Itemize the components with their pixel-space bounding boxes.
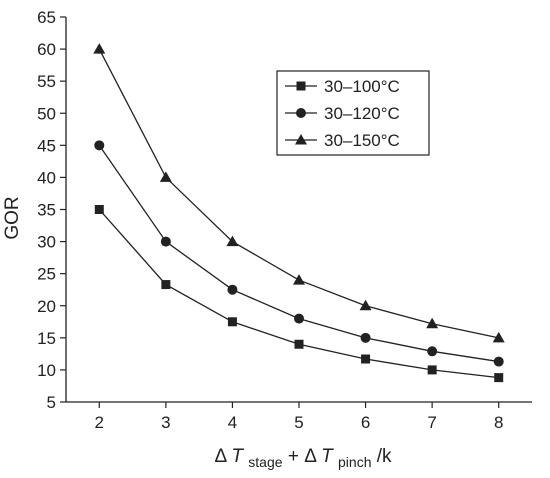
data-point-triangle-3: [159, 171, 172, 182]
data-point-circle-4: [227, 284, 238, 295]
legend-label-triangle: 30–150°C: [324, 131, 400, 150]
x-tick-label-3: 3: [161, 413, 170, 432]
data-point-circle-2: [94, 140, 105, 151]
x-tick-label-6: 6: [361, 413, 370, 432]
x-axis-title-var2: T: [321, 446, 334, 467]
data-point-triangle-6: [359, 299, 372, 311]
y-tick-label-40: 40: [37, 168, 56, 187]
y-tick-label-5: 5: [47, 393, 56, 412]
data-point-square-3: [161, 280, 171, 290]
y-tick-label-65: 65: [37, 8, 56, 27]
x-axis-title-plus: +: [288, 446, 304, 467]
y-tick-label-10: 10: [37, 361, 56, 380]
legend-label-square: 30–100°C: [324, 77, 400, 96]
legend-marker-circle: [296, 108, 306, 118]
series-triangle: [93, 43, 505, 343]
x-axis-title-sub2: pinch: [338, 454, 371, 470]
y-tick-label-25: 25: [37, 265, 56, 284]
y-tick-label-30: 30: [37, 233, 56, 252]
y-axis-title: GOR: [2, 196, 23, 239]
y-ticks: 5 10 15 20 25 30 35 40 45 50 55 60 65: [37, 8, 66, 412]
legend: 30–100°C 30–120°C 30–150°C: [276, 70, 430, 156]
x-axis-title-delta1: Δ: [214, 446, 227, 467]
data-point-square-6: [361, 354, 371, 364]
data-point-square-8: [494, 373, 504, 383]
legend-marker-triangle: [295, 134, 307, 145]
data-point-triangle-5: [293, 274, 305, 285]
data-point-square-5: [294, 339, 304, 349]
data-point-triangle-4: [226, 235, 239, 247]
data-point-circle-5: [294, 313, 304, 324]
data-point-circle-8: [493, 356, 504, 367]
y-tick-label-15: 15: [37, 329, 56, 348]
y-tick-label-45: 45: [37, 136, 56, 155]
data-point-circle-6: [360, 332, 371, 343]
series-square: [94, 205, 504, 383]
x-axis-title-var1: T: [231, 446, 244, 467]
data-point-triangle-7: [426, 317, 439, 329]
y-tick-label-50: 50: [37, 104, 56, 123]
x-tick-label-5: 5: [294, 413, 303, 432]
series-line-circle: [98, 144, 499, 363]
data-point-square-7: [427, 365, 437, 375]
series-group: [93, 43, 505, 383]
y-tick-label-60: 60: [37, 40, 56, 59]
y-tick-label-20: 20: [37, 297, 56, 316]
x-tick-label-8: 8: [494, 413, 503, 432]
y-tick-label-35: 35: [37, 201, 56, 220]
x-tick-label-4: 4: [228, 413, 237, 432]
x-tick-label-2: 2: [95, 413, 104, 432]
x-axis-title-delta2: Δ: [304, 446, 317, 467]
legend-marker-square: [296, 81, 306, 91]
x-axis-title-sub1: stage: [248, 454, 282, 470]
x-axis-title: Δ T stage + Δ T pinch /k: [214, 446, 392, 472]
data-point-circle-7: [427, 346, 438, 357]
data-point-square-2: [94, 205, 104, 214]
data-point-triangle-8: [492, 331, 505, 343]
x-tick-label-7: 7: [427, 413, 436, 432]
x-ticks: 2 3 4 5 6 7 8: [95, 402, 503, 432]
data-point-square-4: [227, 317, 237, 327]
series-circle: [94, 140, 504, 367]
y-tick-label-55: 55: [37, 72, 56, 91]
x-axis-title-suffix: /k: [377, 446, 392, 467]
legend-label-circle: 30–120°C: [324, 104, 400, 123]
data-point-circle-3: [160, 236, 171, 247]
data-point-triangle-2: [93, 43, 106, 54]
